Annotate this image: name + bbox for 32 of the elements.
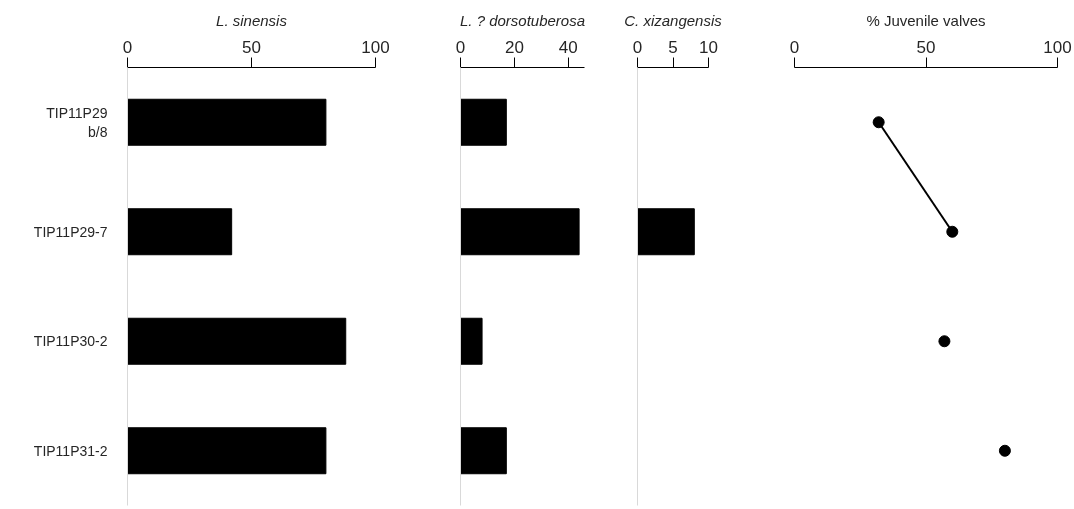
x-tick-label: 50 bbox=[242, 37, 261, 57]
x-tick-label: 10 bbox=[699, 37, 718, 57]
chart-title: % Juvenile valves bbox=[866, 11, 986, 29]
point bbox=[938, 335, 951, 348]
y-tick-label: TIP11P30-2 bbox=[33, 333, 108, 350]
x-tick-label: 50 bbox=[916, 37, 936, 57]
y-tick-label: TIP11P29-7 bbox=[33, 223, 108, 240]
point bbox=[998, 444, 1011, 457]
x-tick-label: 0 bbox=[455, 37, 466, 57]
bar bbox=[460, 208, 580, 256]
bar bbox=[127, 208, 233, 256]
x-tick-label: 100 bbox=[1043, 37, 1072, 57]
point bbox=[946, 225, 959, 238]
x-tick-label: 0 bbox=[632, 37, 643, 57]
bar bbox=[127, 98, 327, 146]
x-tick-label: 5 bbox=[668, 37, 678, 57]
chart-title: C. xizangensis bbox=[624, 11, 723, 29]
x-tick-label: 40 bbox=[558, 37, 578, 57]
point bbox=[872, 116, 885, 129]
bar bbox=[460, 427, 507, 475]
y-tick-label: TIP11P29 b/8 bbox=[46, 104, 108, 140]
chart-title: L. sinensis bbox=[216, 11, 288, 29]
x-tick-label: 0 bbox=[122, 37, 133, 57]
bar bbox=[127, 427, 327, 475]
x-tick-label: 100 bbox=[361, 37, 390, 57]
bar bbox=[127, 317, 347, 365]
bar bbox=[460, 98, 507, 146]
x-tick-label: 20 bbox=[504, 37, 524, 57]
x-tick-label: 0 bbox=[789, 37, 800, 57]
y-tick-label: TIP11P31-2 bbox=[33, 442, 108, 459]
chart-title: L. ? dorsotuberosa bbox=[459, 11, 586, 29]
bar bbox=[460, 317, 483, 365]
